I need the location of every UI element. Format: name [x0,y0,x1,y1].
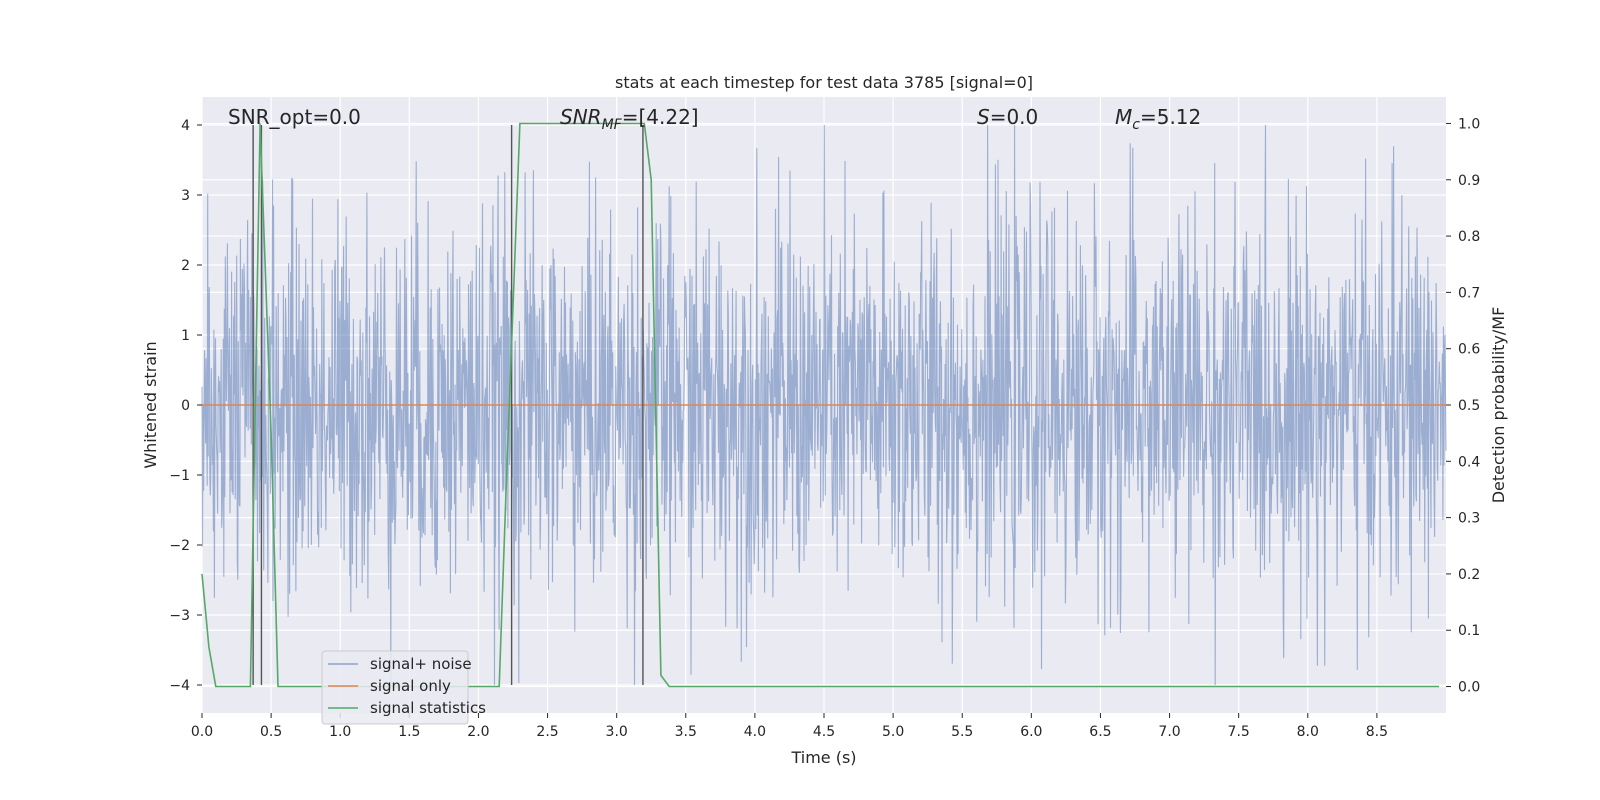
y2-axis-label: Detection probability/MF [1489,307,1508,504]
series-signal-noise [201,124,1447,686]
chart-title: stats at each timestep for test data 378… [615,73,1033,92]
y-axis-ticks: −4 −3 −2 −1 0 1 2 3 4 [169,118,202,694]
x-tick-label-11: 5.5 [951,724,973,740]
x-tick-label-8: 4.0 [744,724,766,740]
y2-tick-label-4: 0.4 [1458,454,1480,470]
y2-tick-label-5: 0.5 [1458,398,1480,414]
y-tick-label-6: 2 [181,258,190,274]
x-tick-label-5: 2.5 [536,724,558,740]
x-tick-label-15: 7.5 [1228,724,1250,740]
y2-tick-label-2: 0.2 [1458,567,1480,583]
series-signal-statistics [201,122,1440,688]
x-tick-label-2: 1.0 [329,724,351,740]
x-tick-label-14: 7.0 [1158,724,1180,740]
x-tick-label-9: 4.5 [813,724,835,740]
x-tick-label-12: 6.0 [1020,724,1042,740]
y-tick-label-3: −1 [169,468,190,484]
y2-tick-label-3: 0.3 [1458,511,1480,527]
legend-label-signal-statistics: signal statistics [370,699,486,717]
x-tick-label-16: 8.0 [1297,724,1319,740]
y-tick-label-2: −2 [169,538,190,554]
legend-label-signal-only: signal only [370,677,451,695]
legend: signal+ noise signal only signal statist… [321,650,486,725]
annotation-s: S=0.0 [977,105,1038,129]
y2-tick-label-8: 0.8 [1458,229,1480,245]
y-tick-label-5: 1 [181,328,190,344]
vertical-markers [252,125,644,685]
x-tick-label-10: 5.0 [882,724,904,740]
annotation-snr-mf: SNRMF=[4.22] [560,105,699,133]
y2-axis-ticks: 0.0 0.1 0.2 0.3 0.4 0.5 0.6 0.7 0.8 0.9 1.0 [1446,116,1480,696]
y2-tick-label-0: 0.0 [1458,680,1480,696]
y2-tick-label-7: 0.7 [1458,285,1480,301]
y-tick-label-0: −4 [169,678,190,694]
annotation-mc: Mc=5.12 [1115,105,1201,133]
x-axis-ticks: 0.0 0.5 1.0 1.5 2.0 2.5 3.0 3.5 4.0 4.5 5.0 5.5 6.0 6… [191,713,1388,740]
y-tick-label-7: 3 [181,188,190,204]
y2-tick-label-9: 0.9 [1458,173,1480,189]
y-tick-label-1: −3 [169,608,190,624]
legend-label-signal-noise: signal+ noise [370,655,472,673]
x-tick-label-7: 3.5 [675,724,697,740]
x-tick-label-17: 8.5 [1366,724,1388,740]
y2-tick-label-10: 1.0 [1458,116,1480,132]
x-tick-label-3: 1.5 [398,724,420,740]
x-axis-label: Time (s) [790,748,856,767]
legend-box [321,650,469,725]
y2-tick-label-6: 0.6 [1458,342,1480,358]
x-tick-label-6: 3.0 [606,724,628,740]
x-tick-label-0: 0.0 [191,724,213,740]
y-tick-label-8: 4 [181,118,190,134]
y-axis-label: Whitened strain [141,341,160,468]
annotation-snr-opt: SNR_opt=0.0 [228,105,361,129]
noise-trace [201,124,1447,686]
x-tick-label-13: 6.5 [1089,724,1111,740]
y-tick-label-4: 0 [181,398,190,414]
x-tick-label-1: 0.5 [260,724,282,740]
x-tick-label-4: 2.0 [467,724,489,740]
y2-tick-label-1: 0.1 [1458,623,1480,639]
